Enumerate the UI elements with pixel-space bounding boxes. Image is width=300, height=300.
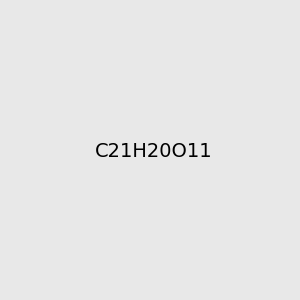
Text: C21H20O11: C21H20O11 xyxy=(95,142,213,161)
